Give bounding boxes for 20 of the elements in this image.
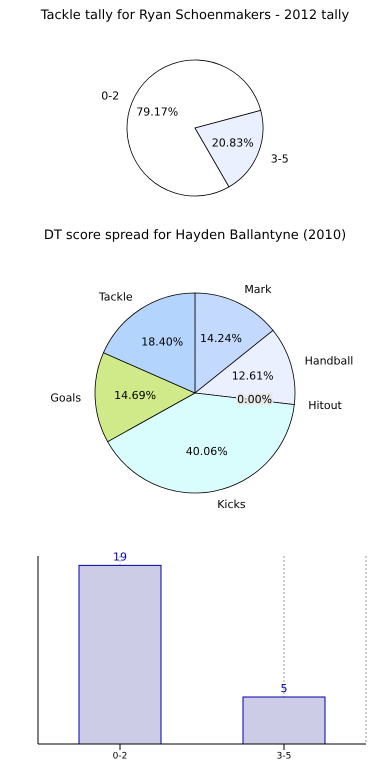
data-label: 19 xyxy=(113,550,127,564)
data-label: 5 xyxy=(280,682,288,695)
data-label: 79.17% xyxy=(136,105,178,118)
pie-slice xyxy=(126,60,262,196)
chart-title: DT score spread for Hayden Ballantyne (2010) xyxy=(42,228,348,245)
data-label: 20.83% xyxy=(212,136,254,150)
category-label: Hitout xyxy=(308,399,342,412)
slice-label: Kicks xyxy=(217,498,246,511)
data-label: 12.61% xyxy=(232,369,274,382)
chart-title: Tackle tally for Ryan Schoenmakers - 2012 tally xyxy=(40,8,350,25)
slice-label: Tackle xyxy=(98,290,133,304)
slice-label: 0-2 xyxy=(101,90,120,103)
data-label: 14.24% xyxy=(200,332,242,345)
slice-label: Mark xyxy=(244,283,272,296)
slice-label: Goals xyxy=(50,391,82,404)
slice-label: Handball xyxy=(304,354,354,368)
data-label: 18.40% xyxy=(141,336,184,349)
slice-label: 3-5 xyxy=(270,152,289,166)
data-label: 14.69% xyxy=(114,388,156,402)
data-label: 40.06% xyxy=(186,444,228,458)
